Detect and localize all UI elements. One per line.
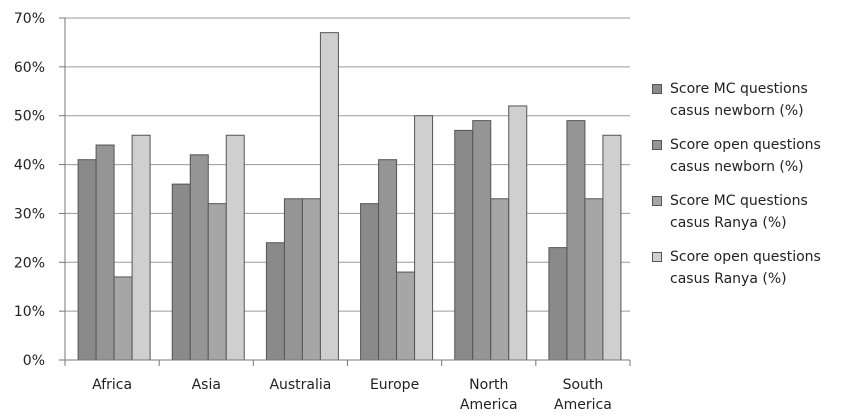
bar: [378, 159, 398, 361]
gridlines: [65, 17, 630, 312]
y-tick-label: 30%: [14, 206, 45, 222]
y-axis-tick-labels: 0% 10% 20% 30% 40% 50% 60% 70%: [14, 11, 45, 369]
bar: [548, 247, 568, 361]
bar: [472, 120, 492, 361]
bar: [396, 271, 416, 361]
legend-swatch: [652, 140, 662, 150]
bar: [207, 203, 227, 361]
y-tick-label: 10%: [14, 304, 45, 320]
bar: [602, 134, 622, 361]
x-category-label: Africa: [92, 377, 132, 393]
legend-label: Score MC questions casus newborn (%): [670, 81, 808, 119]
x-category-label: South America: [554, 377, 612, 413]
bar: [584, 198, 604, 361]
y-tick-label: 20%: [14, 255, 45, 271]
legend-swatch: [652, 252, 662, 262]
bar: [265, 242, 285, 361]
legend-swatch: [652, 84, 662, 94]
bar: [171, 183, 191, 361]
y-tick-label: 50%: [14, 109, 45, 125]
x-category-label: Asia: [192, 377, 221, 393]
bar: [508, 105, 528, 361]
y-tick-label: 60%: [14, 60, 45, 76]
legend-label: Score open questions casus newborn (%): [670, 137, 821, 175]
bar: [131, 134, 151, 361]
bar: [319, 32, 339, 361]
bar: [283, 198, 303, 361]
legend-item: Score open questions casus newborn (%): [652, 134, 852, 178]
x-category-label: North America: [460, 377, 518, 413]
bar: [414, 115, 434, 361]
bar: [113, 276, 133, 361]
y-tick-label: 40%: [14, 158, 45, 174]
x-category-label: Australia: [269, 377, 331, 393]
bar: [360, 203, 380, 361]
legend-label: Score MC questions casus Ranya (%): [670, 193, 808, 231]
bar: [301, 198, 321, 361]
bar-chart: 0% 10% 20% 30% 40% 50% 60% 70% Africa Asia Austra…: [14, 11, 631, 413]
bar: [490, 198, 510, 361]
x-category-label: Europe: [370, 377, 419, 393]
y-tick-label: 0%: [23, 353, 45, 369]
legend: Score MC questions casus newborn (%) Scor…: [652, 78, 852, 302]
legend-item: Score MC questions casus newborn (%): [652, 78, 852, 122]
legend-swatch: [652, 196, 662, 206]
bars: [77, 32, 622, 361]
y-tick-label: 70%: [14, 11, 45, 27]
bar: [77, 159, 97, 361]
legend-item: Score open questions casus Ranya (%): [652, 246, 852, 290]
legend-label: Score open questions casus Ranya (%): [670, 249, 821, 287]
bar: [95, 144, 115, 361]
bar: [454, 129, 474, 361]
bar: [566, 120, 586, 361]
bar: [225, 134, 245, 361]
x-axis-category-labels: Africa Asia Australia Europe North America Sou…: [92, 377, 612, 413]
bar: [189, 154, 209, 361]
axes: [59, 17, 631, 366]
legend-item: Score MC questions casus Ranya (%): [652, 190, 852, 234]
